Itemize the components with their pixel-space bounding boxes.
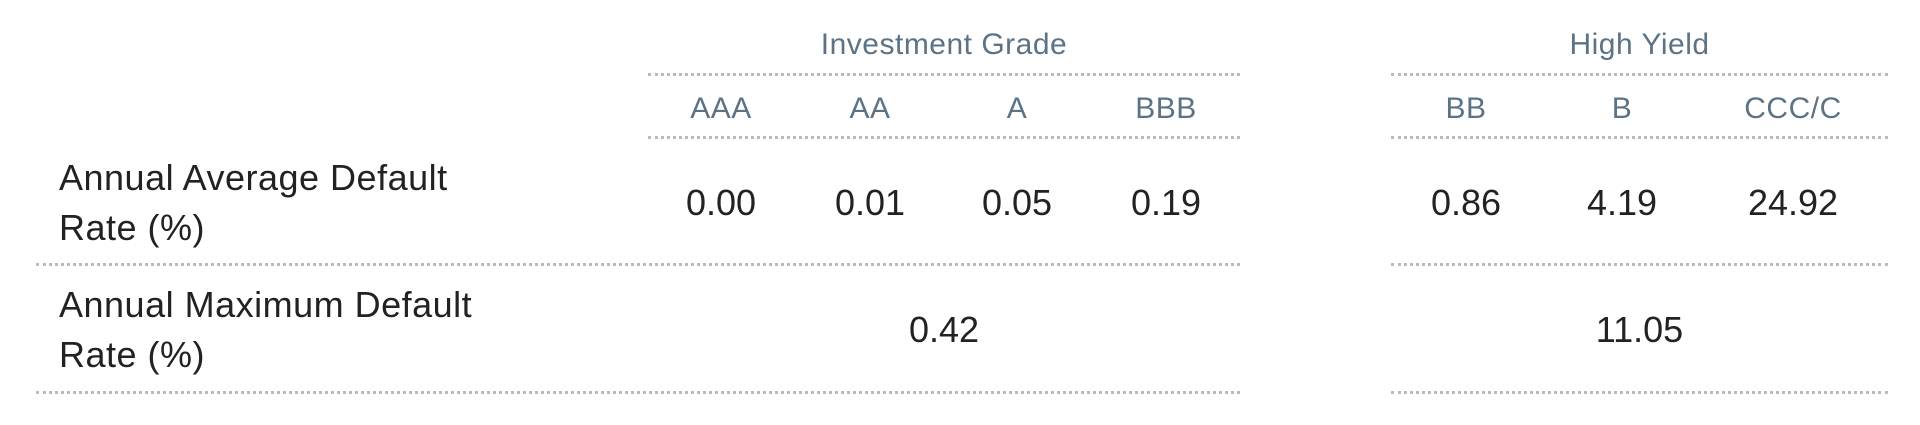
cell-value: 24.92 — [1747, 182, 1839, 223]
row-label: Annual Average Default Rate (%) — [59, 157, 448, 248]
column-header: A — [1006, 92, 1028, 125]
cell-value: 0.01 — [834, 182, 906, 223]
divider — [1391, 391, 1888, 394]
cell-value: 0.19 — [1130, 182, 1202, 223]
cell-value: 11.05 — [1595, 309, 1684, 350]
column-header: AAA — [690, 92, 752, 125]
cell-value: 0.42 — [908, 309, 980, 350]
divider — [36, 391, 1240, 394]
row-label: Annual Maximum Default Rate (%) — [59, 284, 473, 375]
column-header: CCC/C — [1744, 92, 1842, 125]
group-title: Investment Grade — [820, 28, 1068, 61]
column-header: BB — [1445, 92, 1487, 125]
column-header: AA — [849, 92, 891, 125]
group-title: High Yield — [1569, 28, 1710, 61]
column-header: BBB — [1135, 92, 1197, 125]
divider — [648, 136, 1240, 139]
divider — [36, 263, 1240, 266]
cell-value: 0.86 — [1430, 182, 1502, 223]
divider — [1391, 136, 1888, 139]
column-header: B — [1611, 92, 1633, 125]
divider — [1391, 263, 1888, 266]
cell-value: 4.19 — [1586, 182, 1658, 223]
divider — [1391, 73, 1888, 76]
cell-value: 0.00 — [685, 182, 757, 223]
divider — [648, 73, 1240, 76]
cell-value: 0.05 — [981, 182, 1053, 223]
